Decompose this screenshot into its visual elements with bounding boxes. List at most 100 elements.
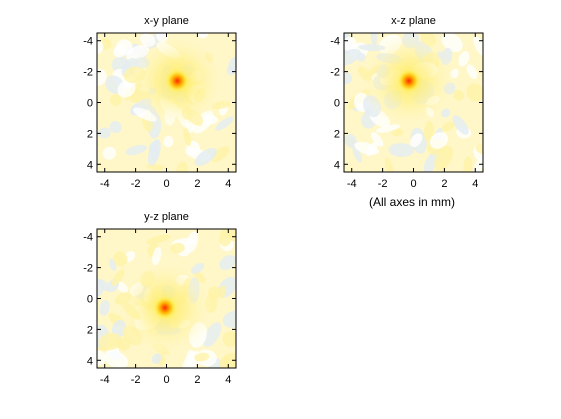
heatmap-field (344, 33, 483, 172)
speckle-mark (366, 141, 378, 157)
panels: -4 -2 0 2 4 -4 -2 0 2 4 x-y plane -4 -2 0 2 4 -4 -2 0 2 4 x-z… (83, 15, 484, 386)
speckle-mark (108, 258, 117, 271)
speckle-mark (194, 352, 210, 362)
speckle-mark (170, 242, 185, 254)
speckle-mark (185, 231, 199, 253)
speckle-mark (109, 94, 122, 107)
speckle-mark (473, 158, 483, 172)
speckle-mark (441, 33, 463, 53)
speckle-mark (210, 146, 230, 162)
speckle-mark (147, 138, 161, 166)
speckle-mark (222, 331, 236, 347)
y-tick-label: -4 (330, 36, 340, 48)
peak-spot (397, 69, 420, 92)
speckle-mark (111, 269, 125, 286)
speckle-mark (194, 147, 217, 166)
y-tick-label: -4 (83, 36, 93, 48)
speckle-mark (125, 144, 147, 156)
speckle-mark (116, 39, 133, 56)
y-tick-label: 0 (87, 294, 93, 306)
x-tick-label: -4 (100, 374, 110, 386)
panel-1: -4 -2 0 2 4 -4 -2 0 2 4 x-y plane (83, 15, 237, 190)
x-tick-label: -4 (347, 178, 357, 190)
x-tick-label: 2 (441, 178, 447, 190)
speckle-mark (222, 352, 236, 368)
panel-title: x-y plane (144, 15, 189, 27)
speckle-mark (109, 120, 122, 134)
speckle-mark (97, 127, 111, 139)
speckle-mark (215, 116, 235, 131)
speckle-mark (370, 132, 384, 147)
x-tick-label: 2 (194, 178, 200, 190)
x-tick-label: -4 (100, 178, 110, 190)
speckle-mark (391, 128, 404, 137)
x-tick-label: 0 (163, 178, 169, 190)
speckle-mark (344, 48, 361, 66)
speckle-mark (466, 83, 483, 102)
panel-2: -4 -2 0 2 4 -4 -2 0 2 4 x-z plane (330, 15, 484, 190)
speckle-mark (104, 350, 129, 368)
speckle-mark (97, 68, 107, 86)
speckle-mark (98, 332, 123, 351)
speckle-mark (344, 133, 358, 149)
speckle-mark (410, 133, 423, 148)
y-tick-label: 4 (334, 159, 340, 171)
y-tick-label: 2 (87, 324, 93, 336)
y-tick-label: 2 (87, 128, 93, 140)
x-tick-label: 0 (163, 374, 169, 386)
speckle-mark (99, 299, 110, 316)
speckle-mark (429, 132, 448, 149)
speckle-mark (97, 350, 106, 366)
speckle-mark (388, 143, 414, 157)
x-tick-label: 2 (194, 374, 200, 386)
speckle-mark (452, 89, 465, 101)
speckle-mark (344, 71, 353, 85)
speckle-mark (228, 56, 236, 74)
speckle-mark (466, 64, 478, 80)
y-tick-label: 4 (87, 159, 93, 171)
speckle-mark (458, 51, 470, 67)
x-tick-label: -2 (378, 178, 388, 190)
speckle-mark (176, 161, 189, 172)
y-tick-label: -2 (330, 67, 340, 79)
speckle-mark (473, 35, 483, 57)
speckle-mark (441, 121, 455, 132)
y-tick-label: 4 (87, 355, 93, 367)
x-tick-label: 4 (225, 178, 231, 190)
x-tick-label: 4 (225, 374, 231, 386)
speckle-mark (434, 145, 454, 171)
speckle-mark (218, 285, 227, 299)
speckle-mark (146, 234, 171, 245)
peak-spot (153, 296, 176, 319)
y-tick-label: -2 (83, 67, 93, 79)
y-tick-label: 0 (87, 98, 93, 110)
panel-title: x-z plane (391, 15, 436, 27)
speckle-mark (452, 115, 469, 135)
speckle-mark (384, 157, 394, 172)
speckle-mark (97, 278, 110, 291)
y-tick-label: 2 (334, 128, 340, 140)
speckle-mark (370, 33, 378, 46)
speckle-mark (219, 255, 236, 271)
speckle-mark (102, 146, 117, 160)
x-tick-label: 0 (410, 178, 416, 190)
heatmap-field (97, 229, 236, 368)
panel-title: y-z plane (144, 211, 189, 223)
speckle-mark (423, 120, 434, 143)
x-tick-label: -2 (131, 374, 141, 386)
panel-3: -4 -2 0 2 4 -4 -2 0 2 4 y-z plane (83, 211, 237, 386)
speckle-mark (151, 353, 162, 364)
x-tick-label: 4 (472, 178, 478, 190)
heatmap-field (97, 33, 236, 172)
y-tick-label: -2 (83, 263, 93, 275)
speckle-mark (183, 127, 192, 147)
peak-spot (166, 69, 189, 92)
speckle-mark (163, 135, 174, 148)
axes-units-note: (All axes in mm) (369, 195, 455, 209)
speckle-mark (222, 310, 236, 328)
y-tick-label: 0 (334, 98, 340, 110)
speckle-mark (203, 322, 222, 348)
speckle-mark (352, 145, 363, 163)
y-tick-label: -4 (83, 232, 93, 244)
